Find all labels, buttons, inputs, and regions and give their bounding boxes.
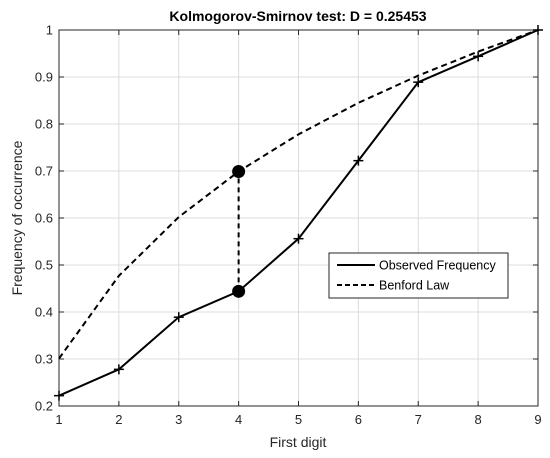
grid [58,29,539,407]
x-tick-label: 3 [175,412,182,427]
x-tick-label: 1 [55,412,62,427]
observed-frequency-marker [473,51,484,62]
observed-frequency-marker [353,155,364,166]
chart-title: Kolmogorov-Smirnov test: D = 0.25453 [169,8,426,24]
legend-label-observed: Observed Frequency [379,259,496,273]
y-tick-label: 0.2 [35,399,53,414]
y-tick-label: 0.7 [35,164,53,179]
x-tick-label: 2 [115,412,122,427]
y-tick-label: 1 [46,23,53,38]
x-tick-label: 4 [235,412,242,427]
series [54,25,543,401]
legend-label-benford: Benford Law [379,279,450,293]
y-tick-label: 0.8 [35,117,53,132]
benford-law-line [58,29,539,360]
y-tick-label: 0.4 [35,305,53,320]
x-tick-label: 5 [295,412,302,427]
observed-frequency-marker [293,233,304,244]
ticks: 1 2 3 4 5 6 7 8 9 0.2 0.3 0.4 0.5 0.6 0.7 0.8 0.9 1 [35,23,542,428]
observed-frequency-marker [173,312,184,323]
x-tick-label: 7 [415,412,422,427]
y-tick-label: 0.3 [35,352,53,367]
ks-lower-point [232,284,246,298]
y-tick-label: 0.9 [35,70,53,85]
y-axis-label: Frequency of occurrence [9,140,25,295]
y-tick-label: 0.6 [35,211,53,226]
legend: Observed Frequency Benford Law [328,252,509,299]
y-tick-label: 0.5 [35,258,53,273]
observed-frequency-marker [533,25,543,35]
observed-frequency-marker [413,77,424,88]
x-tick-label: 9 [534,412,541,427]
observed-frequency-marker [113,364,124,375]
x-tick-label: 8 [475,412,482,427]
ks-upper-point [232,164,246,178]
x-tick-label: 6 [355,412,362,427]
observed-frequency-marker [54,390,64,401]
legend-box [328,252,509,299]
x-axis-label: First digit [270,434,327,450]
